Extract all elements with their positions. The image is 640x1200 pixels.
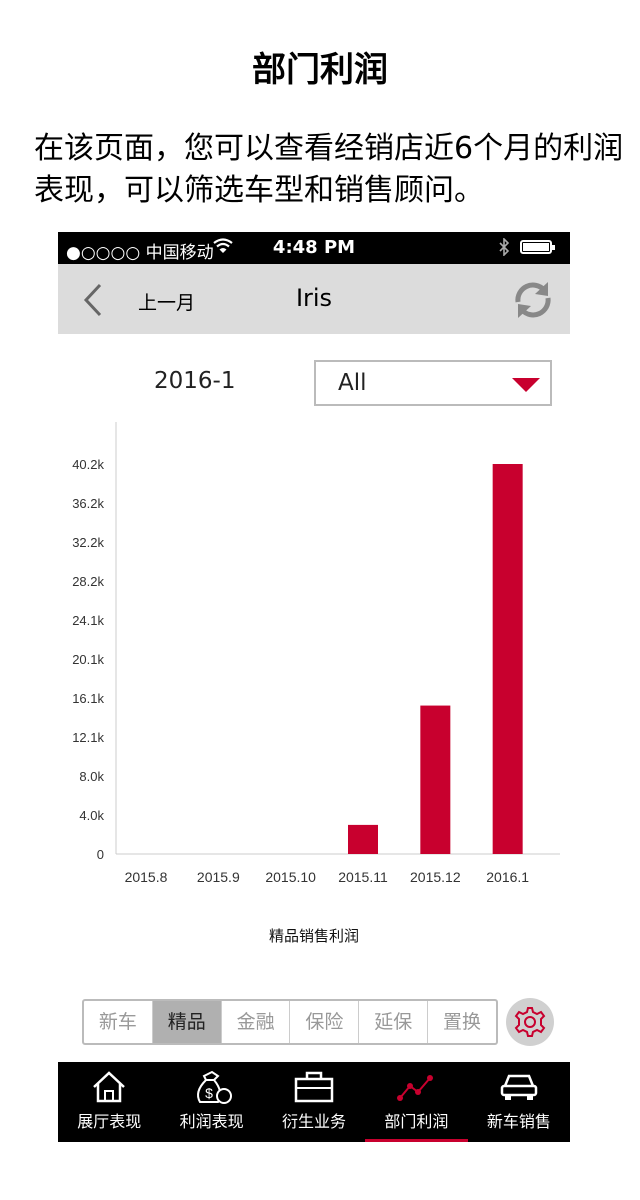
x-tick-label: 2016.1 <box>486 869 529 885</box>
tab-0[interactable]: 展厅表现 <box>58 1062 160 1142</box>
filter-dropdown[interactable]: All <box>314 360 552 406</box>
y-tick-label: 36.2k <box>72 496 104 511</box>
x-tick-label: 2015.12 <box>410 869 461 885</box>
battery-icon <box>520 240 555 254</box>
svg-text:$: $ <box>205 1085 213 1101</box>
page-title: 部门利润 <box>252 50 388 90</box>
bar-2015-11 <box>348 824 378 854</box>
tab-2[interactable]: 衍生业务 <box>263 1062 365 1142</box>
filter-value: All <box>338 370 367 396</box>
y-tick-label: 32.2k <box>72 535 104 550</box>
back-chevron-icon[interactable] <box>78 282 108 318</box>
settings-button[interactable] <box>506 998 554 1046</box>
status-bar: ●○○○○ 中国移动 4:48 PM <box>58 232 570 264</box>
x-tick-label: 2015.10 <box>265 869 316 885</box>
intro-text: 在该页面，您可以查看经销店近6个月的利润表现，可以筛选车型和销售顾问。 <box>34 131 624 208</box>
y-tick-label: 16.1k <box>72 691 104 706</box>
segment-3[interactable]: 保险 <box>290 1001 360 1043</box>
segment-2[interactable]: 金融 <box>222 1001 291 1043</box>
y-tick-label: 12.1k <box>72 730 104 745</box>
chart-caption: 精品销售利润 <box>268 927 359 945</box>
car-icon <box>468 1070 570 1106</box>
period-label: 2016-1 <box>154 368 236 394</box>
previous-month-button[interactable]: 上一月 <box>138 292 196 314</box>
y-tick-label: 24.1k <box>72 613 104 628</box>
money-bag-icon: $ <box>160 1070 262 1106</box>
tab-label: 利润表现 <box>179 1112 244 1131</box>
nav-bar: 上一月 Iris <box>58 264 570 334</box>
phone-screen: ●○○○○ 中国移动 4:48 PM 上一月 Iris 2016-1 All <box>58 232 570 1142</box>
tab-bar: 展厅表现 $ 利润表现 衍生业务 部门利润 新车销售 <box>58 1062 570 1142</box>
tab-label: 展厅表现 <box>77 1112 142 1131</box>
refresh-icon[interactable] <box>510 278 556 322</box>
clock: 4:48 PM <box>272 237 356 258</box>
tab-4[interactable]: 新车销售 <box>468 1062 570 1142</box>
bar-2016-1 <box>492 464 523 854</box>
nav-title: Iris <box>295 284 333 312</box>
house-icon <box>58 1070 160 1106</box>
tab-label: 衍生业务 <box>282 1112 347 1131</box>
tab-label: 部门利润 <box>384 1112 449 1131</box>
carrier-label: ●○○○○ 中国移动 <box>66 243 214 263</box>
wifi-icon <box>213 238 233 258</box>
segment-5[interactable]: 置换 <box>443 1011 482 1033</box>
y-tick-label: 20.1k <box>72 652 104 667</box>
bluetooth-icon <box>498 237 510 260</box>
y-tick-label: 0 <box>97 847 104 862</box>
y-tick-label: 28.2k <box>72 574 104 589</box>
segment-4[interactable]: 延保 <box>359 1001 429 1043</box>
tab-3[interactable]: 部门利润 <box>365 1062 469 1142</box>
tab-1[interactable]: $ 利润表现 <box>160 1062 262 1142</box>
gear-icon <box>514 1007 546 1037</box>
bar-2015-12 <box>420 705 451 854</box>
segment-0[interactable]: 新车 <box>84 1001 153 1043</box>
segment-1[interactable]: 精品 <box>152 1001 222 1043</box>
dropdown-arrow-icon <box>512 378 540 392</box>
x-tick-label: 2015.9 <box>197 869 240 885</box>
y-tick-label: 40.2k <box>72 457 104 472</box>
briefcase-icon <box>263 1070 365 1106</box>
line-chart-icon <box>365 1070 467 1106</box>
category-segmented-control: 新车 精品 金融 保险 延保 置换 <box>82 999 498 1045</box>
y-tick-label: 4.0k <box>79 808 104 823</box>
x-tick-label: 2015.8 <box>125 869 168 885</box>
x-tick-label: 2015.11 <box>338 869 388 885</box>
bar-chart: 0 4.0k 8.0k 12.1k 16.1k 20.1k 24.1k 28.2k 32.2k 3… <box>72 422 560 885</box>
tab-label: 新车销售 <box>486 1112 551 1131</box>
y-tick-label: 8.0k <box>79 769 104 784</box>
